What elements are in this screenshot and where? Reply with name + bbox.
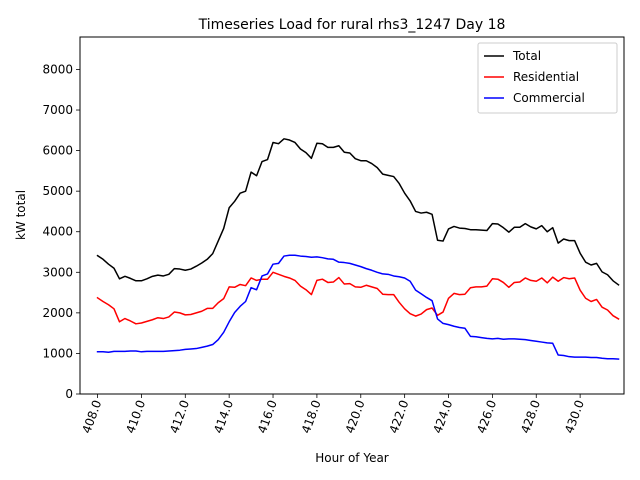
series-line-commercial bbox=[96, 254, 620, 360]
plot-frame bbox=[79, 36, 625, 395]
legend-box bbox=[477, 42, 618, 114]
x-axis-label: Hour of Year bbox=[315, 451, 389, 465]
y-axis-label: kW total bbox=[14, 190, 28, 240]
y-axis: 0 1000 2000 3000 4000 5000 6000 7000 8000 bbox=[42, 62, 80, 401]
y-tick-label: 3000 bbox=[42, 265, 73, 279]
y-tick-label: 4000 bbox=[42, 225, 73, 239]
series-line-total bbox=[96, 138, 620, 286]
legend: Total Residential Commercial bbox=[477, 42, 618, 114]
y-tick-label: 1000 bbox=[42, 346, 73, 360]
y-tick-label: 2000 bbox=[42, 306, 73, 320]
series-layer bbox=[96, 138, 620, 360]
chart-title: Timeseries Load for rural rhs3_1247 Day … bbox=[198, 17, 506, 33]
y-tick-label: 5000 bbox=[42, 184, 73, 198]
y-tick-label: 6000 bbox=[42, 144, 73, 158]
y-tick-label: 8000 bbox=[42, 62, 73, 76]
legend-label-commercial: Commercial bbox=[513, 91, 585, 105]
legend-label-residential: Residential bbox=[513, 70, 579, 84]
series-line-residential bbox=[96, 271, 620, 325]
y-tick-label: 7000 bbox=[42, 103, 73, 117]
y-tick-label: 0 bbox=[65, 387, 73, 401]
legend-label-total: Total bbox=[512, 49, 541, 63]
